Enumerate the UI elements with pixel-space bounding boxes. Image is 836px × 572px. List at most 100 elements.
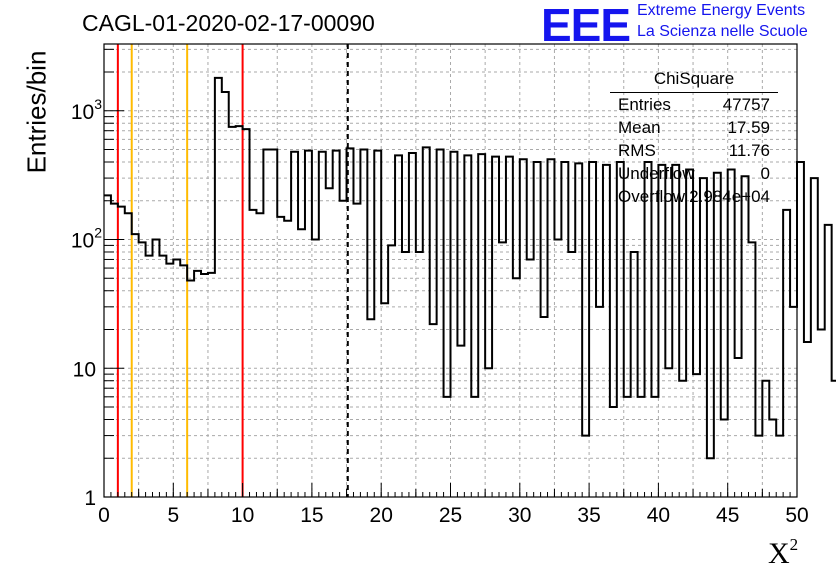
histogram-bin bbox=[270, 150, 277, 497]
histogram-bin bbox=[548, 159, 555, 497]
y-tick-label-exp: 2 bbox=[94, 225, 102, 241]
x-tick-label: 20 bbox=[370, 504, 393, 527]
histogram-bin bbox=[153, 240, 160, 497]
histogram-bin bbox=[568, 252, 575, 497]
histogram-bin bbox=[520, 159, 527, 497]
x-axis-label-sup: 2 bbox=[789, 535, 799, 554]
histogram-bin bbox=[381, 303, 388, 497]
stats-row: Mean 17.59 bbox=[610, 116, 778, 139]
histogram-bin bbox=[492, 157, 499, 497]
histogram-bin bbox=[118, 207, 125, 497]
y-tick-label-base: 1 bbox=[84, 487, 96, 510]
y-tick-label-base: 10 bbox=[71, 230, 94, 253]
x-tick-label: 15 bbox=[300, 504, 323, 527]
histogram-bin bbox=[651, 397, 658, 497]
stats-value: 47757 bbox=[722, 95, 770, 114]
histogram-bin bbox=[347, 148, 354, 497]
stats-row: Entries 47757 bbox=[610, 93, 778, 116]
histogram-bin bbox=[790, 307, 797, 497]
histogram-bin bbox=[111, 204, 118, 497]
histogram-bin bbox=[797, 162, 804, 497]
histogram-bin bbox=[603, 165, 610, 497]
histogram-bin bbox=[464, 155, 471, 497]
histogram-bin bbox=[180, 265, 187, 497]
x-tick-label: 25 bbox=[439, 504, 462, 527]
histogram-bin bbox=[444, 397, 451, 497]
histogram-bin bbox=[485, 368, 492, 497]
histogram-bin bbox=[146, 256, 153, 497]
histogram-bin bbox=[645, 162, 652, 497]
histogram-bin bbox=[263, 150, 270, 497]
stats-box: ChiSquare Entries 47757 Mean 17.59 RMS 11.76 U… bbox=[610, 66, 778, 208]
logo-text-line1: Extreme Energy Events bbox=[637, 2, 806, 19]
histogram-bin bbox=[132, 234, 139, 497]
axis-ticks bbox=[103, 48, 798, 498]
x-tick-label: 30 bbox=[508, 504, 531, 527]
histogram-bin bbox=[534, 162, 541, 497]
stats-key: Mean bbox=[618, 118, 661, 137]
logo-text-line2: La Scienza nelle Scuole bbox=[637, 23, 808, 40]
x-tick-label: 50 bbox=[785, 504, 808, 527]
histogram bbox=[104, 76, 836, 497]
eee-logo: EEE bbox=[541, 0, 631, 51]
histogram-bin bbox=[159, 256, 166, 497]
y-tick-label-base: 10 bbox=[73, 358, 96, 381]
histogram-bin bbox=[658, 165, 665, 497]
histogram-bin bbox=[499, 242, 506, 497]
histogram-bin bbox=[582, 436, 589, 497]
histogram-bin bbox=[783, 210, 790, 497]
stats-key: Entries bbox=[618, 95, 671, 114]
histogram-bin bbox=[818, 329, 825, 497]
histogram-bin bbox=[229, 127, 236, 497]
histogram-bin bbox=[478, 154, 485, 497]
y-tick-label: 103 bbox=[71, 96, 102, 124]
histogram-bin bbox=[700, 178, 707, 497]
stats-value: 17.59 bbox=[727, 118, 770, 137]
stats-row: Underflow 0 bbox=[610, 162, 778, 185]
histogram-bin bbox=[208, 273, 215, 497]
stats-rows: Entries 47757 Mean 17.59 RMS 11.76 Underflow 0 O… bbox=[610, 93, 778, 208]
histogram-bin bbox=[506, 157, 513, 497]
histogram-bin bbox=[762, 381, 769, 497]
histogram-bin bbox=[665, 368, 672, 497]
histogram-bin bbox=[721, 419, 728, 497]
histogram-bin bbox=[277, 217, 284, 497]
stats-value: 11.76 bbox=[728, 141, 770, 160]
x-tick-label: 10 bbox=[231, 504, 254, 527]
grid bbox=[104, 44, 797, 497]
chart-title: CAGL-01-2020-02-17-00090 bbox=[82, 10, 375, 36]
plot-frame bbox=[103, 43, 798, 498]
histogram-bin bbox=[360, 150, 367, 497]
histogram-bin bbox=[194, 271, 201, 497]
x-tick-label: 45 bbox=[716, 504, 739, 527]
histogram-bin bbox=[825, 225, 832, 497]
histogram-bin bbox=[298, 229, 305, 497]
histogram-step-line bbox=[104, 76, 836, 460]
histogram-bin bbox=[353, 204, 360, 497]
histogram-bin bbox=[527, 259, 534, 497]
histogram-bin bbox=[402, 252, 409, 497]
stats-row: Overflow 2.984e+04 bbox=[610, 185, 778, 208]
histogram-bin bbox=[457, 346, 464, 497]
histogram-bin bbox=[575, 163, 582, 497]
x-tick-label: 5 bbox=[167, 504, 179, 527]
histogram-bin bbox=[166, 264, 173, 497]
histogram-bin bbox=[222, 92, 229, 497]
histogram-bin bbox=[395, 155, 402, 497]
histogram-bin bbox=[340, 201, 347, 497]
histogram-bin bbox=[748, 242, 755, 497]
histogram-bin bbox=[769, 419, 776, 497]
stats-value: 0 bbox=[760, 164, 770, 183]
histogram-bin bbox=[617, 162, 624, 497]
histogram-bin bbox=[624, 397, 631, 497]
histogram-bin bbox=[250, 210, 257, 497]
histogram-bin bbox=[832, 381, 836, 497]
histogram-bin bbox=[104, 195, 111, 497]
stats-row: RMS 11.76 bbox=[610, 139, 778, 162]
histogram-bin bbox=[776, 436, 783, 497]
histogram-bin bbox=[755, 436, 762, 497]
stats-key: Overflow bbox=[618, 187, 686, 206]
x-tick-label: 40 bbox=[647, 504, 670, 527]
histogram-bin bbox=[374, 151, 381, 497]
histogram-bin bbox=[125, 213, 132, 497]
